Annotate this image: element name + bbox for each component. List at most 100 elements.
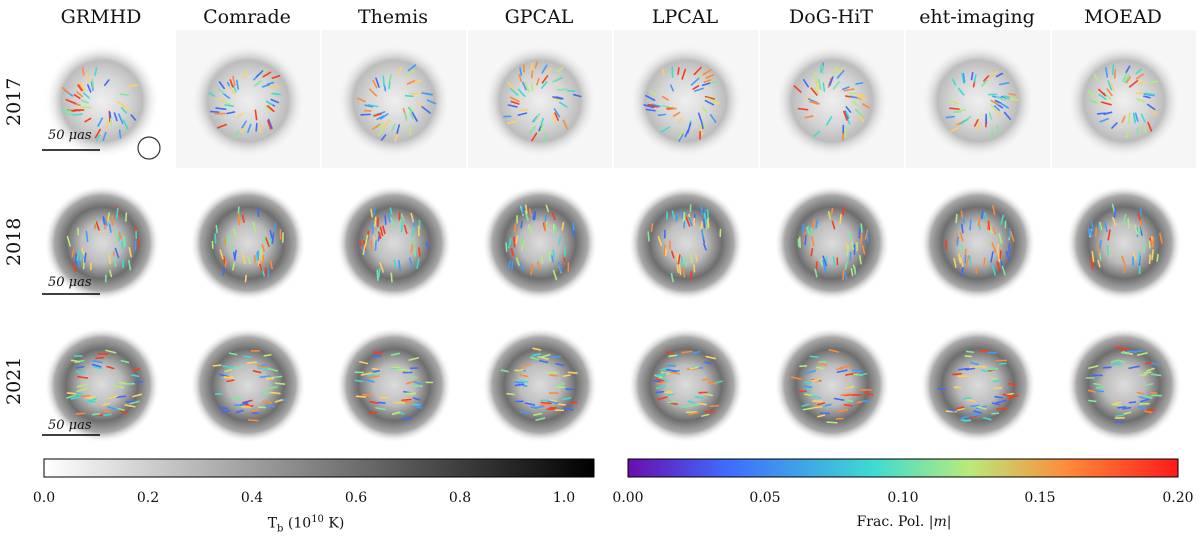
polarization-tick: [262, 71, 272, 78]
polarization-tick: [993, 386, 1003, 390]
polarization-tick: [265, 236, 270, 248]
polarization-tick: [843, 88, 855, 92]
polarization-tick: [1098, 88, 1107, 97]
polarization-tick: [562, 119, 568, 130]
polarization-tick: [120, 107, 128, 114]
polarization-tick: [255, 70, 264, 78]
image-panel: [760, 30, 904, 168]
polarization-tick: [957, 253, 962, 264]
polarization-tick: [232, 251, 236, 261]
polarization-tick: [959, 244, 964, 252]
polarization-tick: [962, 396, 972, 400]
polarization-tick: [115, 230, 118, 239]
polarization-tick: [374, 240, 377, 252]
polarization-tick: [960, 265, 964, 277]
polarization-tick: [390, 272, 393, 283]
polarization-tick: [1107, 229, 1111, 241]
polarization-tick: [102, 131, 107, 141]
colorbar-tb-tick: 0.8: [448, 490, 472, 506]
polarization-tick: [421, 106, 431, 114]
polarization-tick: [988, 376, 998, 380]
polarization-tick: [81, 67, 85, 76]
polarization-tick: [657, 113, 667, 117]
polarization-tick: [514, 383, 525, 387]
polarization-tick: [982, 417, 992, 421]
polarization-tick: [270, 98, 280, 104]
polarization-tick: [802, 78, 809, 88]
polarization-tick: [103, 217, 108, 226]
polarization-tick: [969, 219, 972, 231]
polarization-tick: [672, 111, 681, 118]
polarization-tick: [1104, 222, 1108, 233]
image-panel: [760, 314, 904, 452]
polarization-tick: [817, 402, 826, 406]
polarization-tick: [107, 253, 112, 265]
polarization-tick: [966, 399, 977, 403]
polarization-tick: [645, 108, 656, 112]
polarization-tick: [530, 406, 540, 409]
polarization-tick: [643, 104, 655, 109]
polarization-tick: [1143, 371, 1152, 374]
polarization-tick: [1087, 227, 1091, 236]
polarization-tick: [969, 415, 978, 418]
polarization-tick: [953, 110, 962, 114]
polarization-tick: [1140, 113, 1146, 123]
polarization-tick: [798, 390, 807, 393]
polarization-tick: [1098, 94, 1107, 100]
polarization-tick: [536, 77, 540, 86]
col-title: MOEAD: [1084, 6, 1162, 28]
polarization-tick: [851, 101, 859, 107]
image-panel: [1052, 30, 1196, 168]
polarization-tick: [82, 92, 90, 99]
polarization-tick: [397, 66, 403, 74]
polarization-tick: [810, 87, 818, 96]
polarization-tick: [94, 220, 99, 230]
colorbar-frac-pol-tick: 0.00: [612, 490, 644, 506]
polarization-tick: [524, 81, 530, 93]
scale-bar-label: 50 μas: [48, 275, 92, 290]
polarization-tick: [102, 409, 112, 414]
polarization-tick: [552, 269, 558, 281]
polarization-tick: [274, 399, 284, 403]
polarization-tick: [79, 253, 83, 261]
polarization-tick: [1138, 396, 1148, 400]
polarization-tick: [240, 125, 246, 134]
polarization-tick: [952, 373, 962, 376]
polarization-tick: [971, 413, 981, 417]
polarization-tick: [374, 216, 377, 228]
polarization-tick: [518, 73, 523, 82]
polarization-tick: [274, 222, 277, 232]
polarization-tick: [71, 249, 75, 258]
polarization-tick: [1093, 382, 1102, 386]
polarization-tick: [224, 104, 234, 107]
polarization-tick: [860, 233, 863, 245]
polarization-tick: [102, 216, 106, 225]
polarization-tick: [1148, 254, 1152, 265]
polarization-tick: [704, 99, 715, 106]
polarization-tick: [558, 236, 562, 245]
polarization-tick: [520, 236, 524, 246]
polarization-tick: [508, 237, 512, 249]
polarization-tick: [976, 122, 981, 131]
polarization-tick: [377, 231, 382, 239]
polarization-tick: [103, 79, 110, 87]
polarization-tick: [810, 227, 813, 238]
polarization-tick: [1143, 395, 1153, 399]
polarization-tick: [1135, 68, 1142, 75]
polarization-tick: [510, 247, 515, 257]
polarization-tick: [120, 359, 130, 364]
polarization-tick: [1091, 250, 1095, 263]
polarization-tick: [996, 261, 1001, 271]
polarization-tick: [259, 247, 263, 260]
polarization-tick: [965, 254, 970, 266]
polarization-tick: [1091, 257, 1094, 270]
polarization-tick: [648, 90, 656, 96]
polarization-tick: [1100, 101, 1112, 106]
polarization-tick: [533, 113, 541, 123]
polarization-tick: [844, 385, 855, 390]
polarization-tick: [117, 113, 124, 125]
polarization-tick: [551, 255, 554, 263]
image-panel: [30, 314, 174, 452]
polarization-tick: [123, 236, 126, 247]
